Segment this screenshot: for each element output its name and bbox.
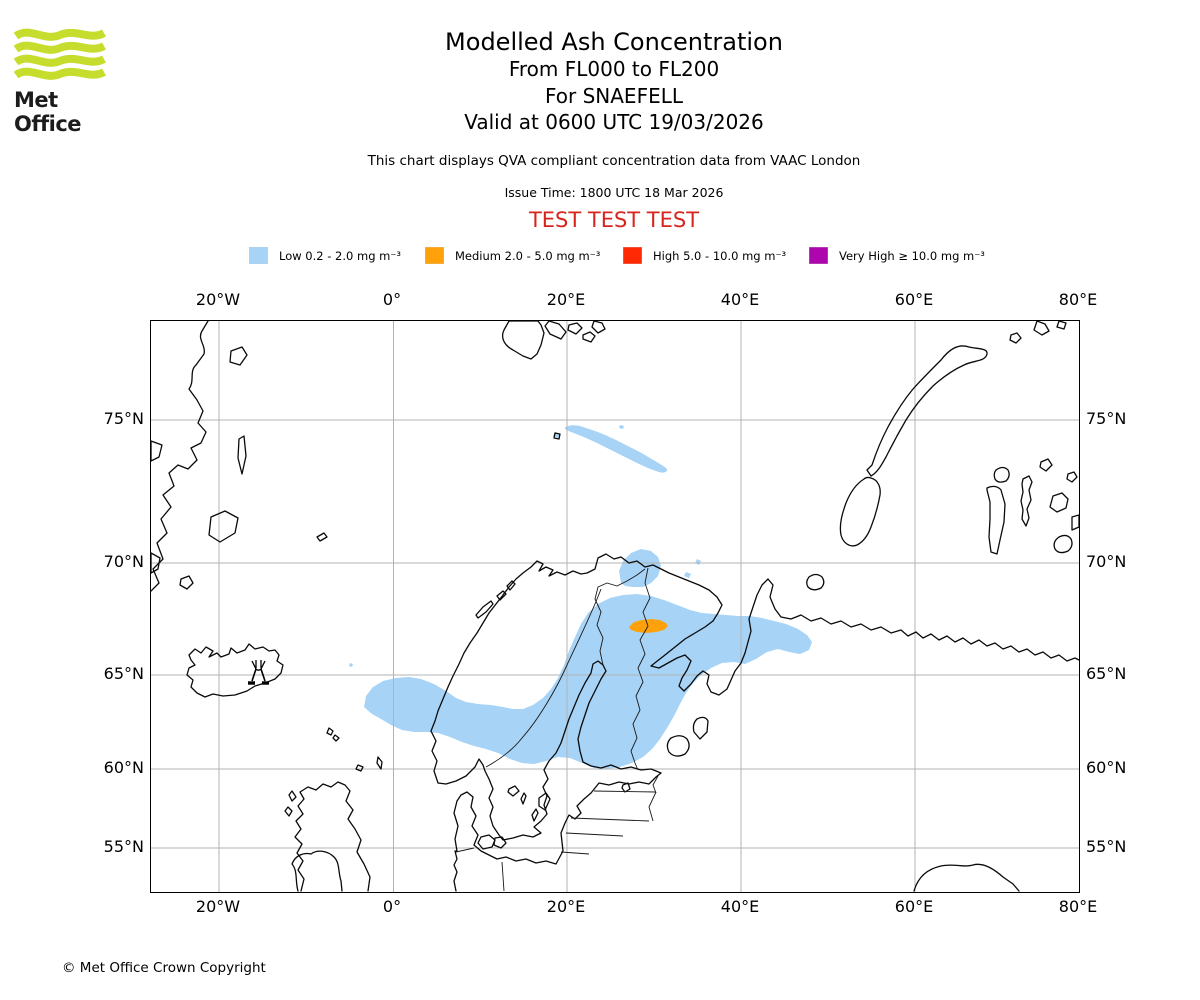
legend-label-low: Low 0.2 - 2.0 mg m⁻³ — [279, 248, 402, 263]
x-tick-label: 80°E — [1058, 290, 1098, 309]
subtitle-flight-levels: From FL000 to FL200 — [508, 57, 720, 81]
y-tick-label: 70°N — [103, 552, 144, 571]
met-office-waves-icon — [13, 28, 106, 80]
x-tick-label: 60°E — [894, 290, 934, 309]
legend-label-very-high: Very High ≥ 10.0 mg m⁻³ — [839, 248, 985, 263]
graticule-gridlines — [151, 321, 1079, 892]
concentration-legend: Low 0.2 - 2.0 mg m⁻³ Medium 2.0 - 5.0 mg… — [0, 246, 1200, 268]
x-tick-label: 40°E — [720, 290, 760, 309]
x-tick-label: 20°E — [546, 290, 586, 309]
y-tick-label: 65°N — [1086, 664, 1127, 683]
x-tick-label: 20°W — [195, 290, 241, 309]
legend-label-high: High 5.0 - 10.0 mg m⁻³ — [653, 248, 787, 263]
high-swatch-icon — [623, 247, 642, 264]
y-tick-label: 55°N — [103, 837, 144, 856]
legend-item-medium: Medium 2.0 - 5.0 mg m⁻³ — [425, 246, 600, 265]
x-tick-label: 20°W — [195, 897, 241, 916]
ash-area-low — [349, 425, 812, 769]
x-tick-label: 0° — [382, 897, 402, 916]
ash-area-medium — [629, 619, 668, 633]
x-tick-label: 20°E — [546, 897, 586, 916]
y-tick-label: 75°N — [1086, 409, 1127, 428]
x-tick-label: 60°E — [894, 897, 934, 916]
map-canvas — [151, 321, 1079, 892]
x-tick-label: 40°E — [720, 897, 760, 916]
legend-label-medium: Medium 2.0 - 5.0 mg m⁻³ — [455, 248, 601, 263]
title-block: Modelled Ash Concentration From FL000 to… — [150, 28, 1078, 234]
y-tick-label: 65°N — [103, 664, 144, 683]
test-banner: TEST TEST TEST — [528, 207, 700, 232]
volcano-icon — [248, 660, 269, 685]
legend-item-low: Low 0.2 - 2.0 mg m⁻³ — [249, 246, 401, 265]
very-high-swatch-icon — [809, 247, 828, 264]
coastlines — [151, 321, 1079, 892]
legend-item-very-high: Very High ≥ 10.0 mg m⁻³ — [809, 246, 985, 265]
y-tick-label: 75°N — [103, 409, 144, 428]
y-tick-label: 55°N — [1086, 837, 1127, 856]
x-tick-label: 80°E — [1058, 897, 1098, 916]
copyright-notice: © Met Office Crown Copyright — [62, 960, 266, 976]
logo-wordmark: Met Office — [14, 88, 82, 136]
subtitle-volcano: For SNAEFELL — [544, 83, 683, 108]
y-tick-label: 70°N — [1086, 552, 1127, 571]
y-tick-label: 60°N — [1086, 758, 1127, 777]
subtitle-valid-time: Valid at 0600 UTC 19/03/2026 — [464, 110, 764, 134]
x-tick-label: 0° — [382, 290, 402, 309]
medium-swatch-icon — [425, 247, 444, 264]
issue-time: Issue Time: 1800 UTC 18 Mar 2026 — [504, 184, 724, 200]
met-office-logo: Met Office — [13, 26, 124, 136]
country-borders — [455, 567, 659, 892]
y-tick-label: 60°N — [103, 758, 144, 777]
low-swatch-icon — [249, 247, 268, 264]
ash-concentration-map — [150, 320, 1080, 893]
legend-item-high: High 5.0 - 10.0 mg m⁻³ — [623, 246, 786, 265]
page-title: Modelled Ash Concentration — [445, 28, 783, 56]
qva-description: This chart displays QVA compliant concen… — [367, 152, 861, 169]
